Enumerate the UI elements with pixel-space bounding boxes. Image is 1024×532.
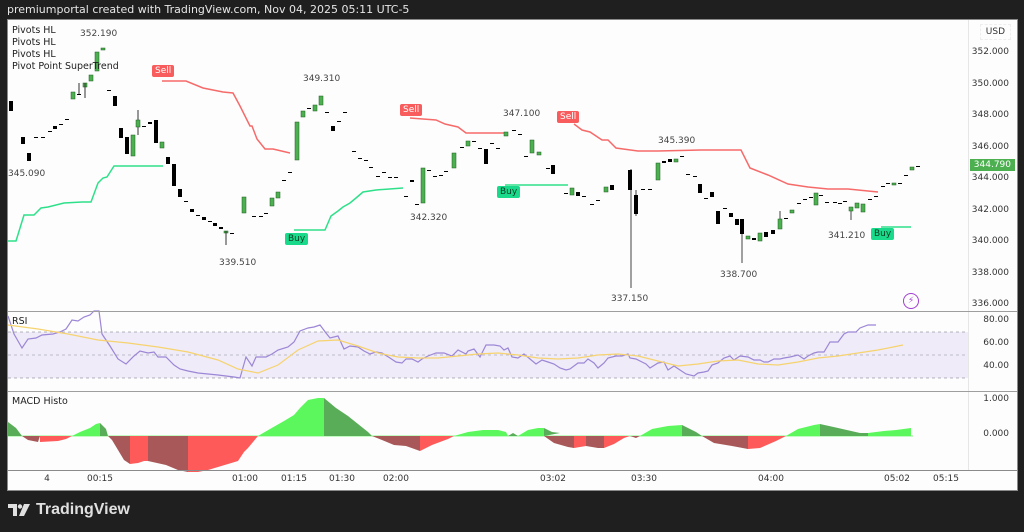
time-tick: 02:00 (383, 474, 409, 484)
candlesticks (9, 47, 920, 288)
indicator-legend: Pivots HL Pivots HL Pivots HL Pivot Poin… (12, 25, 119, 73)
pivot-high-label: 352.190 (80, 29, 118, 39)
time-tick: 01:15 (281, 474, 307, 484)
price-tick: 348.000 (971, 110, 1009, 120)
rsi-pane-separator[interactable] (8, 311, 1017, 312)
time-tick: 04:00 (758, 474, 784, 484)
macd-title[interactable]: MACD Histo (12, 396, 68, 407)
sell-signal-badge: Sell (152, 65, 175, 77)
supertrend-down-line-2 (409, 117, 505, 134)
sell-signal-badge: Sell (400, 104, 423, 116)
buy-signal-badge: Buy (871, 228, 895, 240)
time-tick: 01:00 (232, 474, 258, 484)
rsi-title[interactable]: RSI (12, 316, 28, 327)
chart-canvas[interactable] (8, 20, 1017, 490)
pivot-high-label: 347.100 (503, 109, 541, 119)
price-tick: 340.000 (971, 236, 1009, 246)
macd-histogram (8, 398, 911, 472)
pivot-low-label: 339.510 (219, 258, 257, 268)
price-tick: 338.000 (971, 268, 1009, 278)
price-tick: 352.000 (971, 47, 1009, 57)
pivot-low-label: 338.700 (720, 270, 758, 280)
buy-signal-badge: Buy (285, 233, 309, 245)
supertrend-down-line-1 (162, 80, 291, 154)
time-tick: 00:15 (87, 474, 113, 484)
buy-signal-badge: Buy (497, 186, 521, 198)
time-axis-separator (8, 470, 1017, 471)
time-tick: 4 (44, 474, 50, 484)
macd-pane-separator[interactable] (8, 391, 1017, 392)
pivot-high-label: 349.310 (303, 74, 341, 84)
macd-tick: 0.000 (983, 429, 1009, 439)
time-tick: 05:15 (933, 474, 959, 484)
currency-label[interactable]: USD (979, 24, 1011, 40)
price-tick: 336.000 (971, 299, 1009, 309)
price-tick: 346.000 (971, 142, 1009, 152)
legend-item-pivots-hl-1[interactable]: Pivots HL (12, 25, 56, 36)
time-tick: 01:30 (329, 474, 355, 484)
supertrend-up-line-1 (8, 165, 163, 242)
pivot-low-label: 342.320 (410, 213, 448, 223)
price-tick: 344.000 (971, 173, 1009, 183)
time-tick: 03:02 (540, 474, 566, 484)
rsi-tick: 80.00 (983, 315, 1009, 325)
tradingview-logo[interactable]: TradingView (8, 501, 130, 519)
rsi-tick: 60.00 (983, 338, 1009, 348)
supertrend-up-line-2 (294, 187, 404, 231)
supertrend-down-line-3 (573, 123, 879, 193)
price-axis-separator (968, 20, 969, 470)
price-tick: 350.000 (971, 79, 1009, 89)
pivot-low-label: 345.090 (8, 169, 46, 179)
legend-item-pivots-hl-2[interactable]: Pivots HL (12, 37, 56, 48)
sell-signal-badge: Sell (557, 111, 580, 123)
last-price-badge: 344.790 (969, 159, 1015, 171)
tradingview-logo-icon (8, 504, 30, 516)
lightning-icon[interactable]: ⚡ (903, 293, 919, 309)
chart-header-title: premiumportal created with TradingView.c… (7, 3, 410, 16)
chart-frame[interactable]: Pivots HL Pivots HL Pivots HL Pivot Poin… (7, 19, 1018, 491)
pivot-high-label: 345.390 (658, 136, 696, 146)
rsi-ma-line (8, 324, 904, 374)
rsi-line (8, 310, 876, 379)
time-tick: 03:30 (631, 474, 657, 484)
pivot-low-label: 337.150 (611, 294, 649, 304)
legend-item-pivots-hl-3[interactable]: Pivots HL (12, 49, 56, 60)
pivot-low-label: 341.210 (828, 231, 866, 241)
price-tick: 342.000 (971, 205, 1009, 215)
rsi-tick: 40.00 (983, 361, 1009, 371)
brand-name: TradingView (36, 501, 130, 518)
legend-item-supertrend[interactable]: Pivot Point SuperTrend (12, 61, 119, 72)
macd-tick: 1.000 (983, 394, 1009, 404)
time-tick: 05:02 (884, 474, 910, 484)
